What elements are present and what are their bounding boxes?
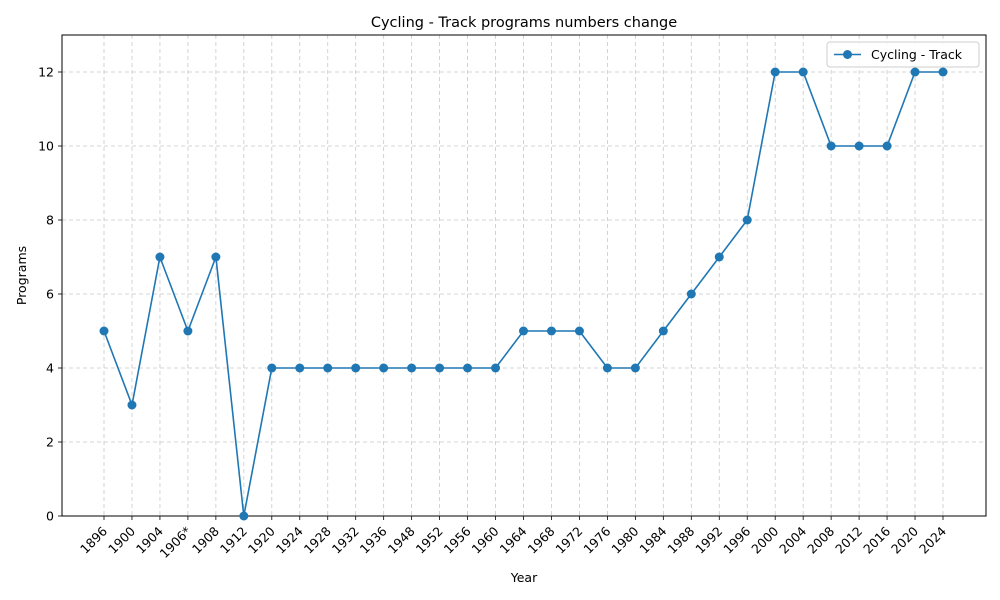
y-tick-label: 10 [38, 139, 54, 154]
legend-label: Cycling - Track [871, 47, 963, 62]
y-tick-label: 8 [46, 213, 54, 228]
data-point [491, 363, 501, 373]
data-point [155, 252, 165, 262]
y-tick-label: 6 [46, 287, 54, 302]
data-point [379, 363, 389, 373]
data-point [826, 141, 836, 151]
y-axis-ticks: 0 2 4 6 8 10 12 [38, 65, 62, 524]
data-point [574, 326, 584, 336]
chart-title: Cycling - Track programs numbers change [371, 15, 677, 31]
data-point [463, 363, 473, 373]
data-point [742, 215, 752, 225]
legend-point-marker [843, 50, 852, 59]
data-point [183, 326, 193, 336]
data-point [546, 326, 556, 336]
data-point [211, 252, 221, 262]
x-axis-label: Year [510, 570, 538, 585]
y-axis-label: Programs [14, 246, 29, 305]
data-point [854, 141, 864, 151]
data-point [519, 326, 528, 336]
y-tick-label: 12 [38, 65, 54, 80]
grid-lines [62, 35, 986, 517]
plot-area [61, 34, 987, 517]
y-tick-label: 4 [46, 361, 54, 376]
data-point [435, 363, 445, 373]
y-tick-label: 0 [46, 509, 54, 524]
data-point [267, 363, 277, 373]
data-point [658, 326, 668, 336]
data-point [714, 252, 724, 262]
data-point [630, 363, 640, 373]
data-point [686, 289, 696, 299]
data-point [351, 363, 361, 373]
data-point [127, 400, 137, 410]
legend: Cycling - Track [826, 41, 980, 68]
data-point [770, 67, 780, 77]
series-layer [99, 67, 948, 521]
data-point [602, 363, 612, 373]
data-point [407, 363, 417, 373]
legend-box [826, 41, 980, 68]
data-point [323, 363, 333, 373]
data-point [798, 67, 808, 77]
data-point [239, 511, 249, 521]
y-tick-label: 2 [46, 435, 54, 450]
data-point [882, 141, 892, 151]
data-point [938, 67, 948, 77]
data-point [910, 67, 920, 77]
data-point [99, 326, 109, 336]
data-point [295, 363, 305, 373]
